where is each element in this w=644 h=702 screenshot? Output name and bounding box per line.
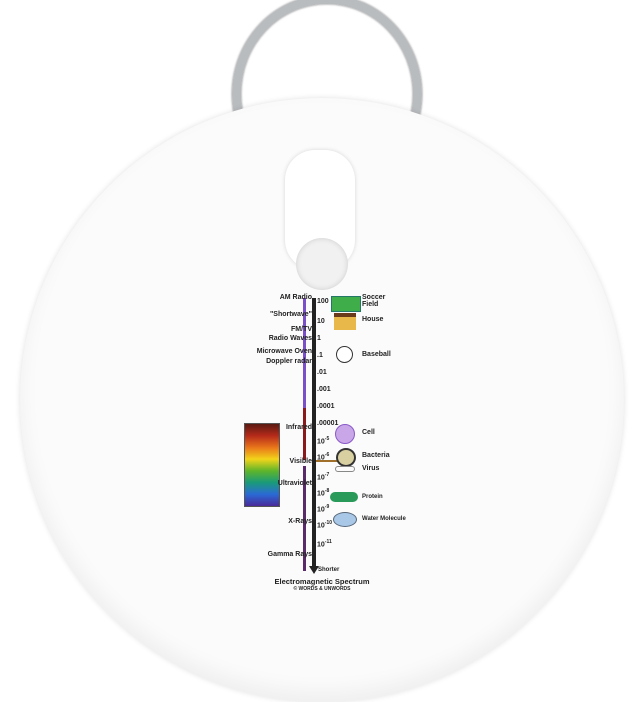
visible-spectrum-gradient	[244, 423, 280, 507]
tick-label: 10-10	[317, 520, 333, 530]
soccer-field-icon	[331, 296, 361, 312]
uv-xray-gamma-bracket	[303, 466, 306, 571]
label-fm-tv: FM/TV	[291, 326, 312, 333]
protein-icon	[330, 492, 358, 502]
label-soccer-field: Soccer Field	[362, 294, 386, 308]
label-shortwave: "Shortwave"	[269, 311, 312, 318]
label-x-rays: X-Rays	[288, 518, 312, 525]
label-cell: Cell	[362, 429, 375, 436]
tick-label: 1	[317, 335, 321, 342]
virus-icon	[335, 466, 355, 472]
house-icon	[334, 313, 356, 330]
label-house: House	[362, 316, 384, 323]
water-molecule-icon	[333, 512, 357, 527]
tick-label: 10-7	[317, 472, 330, 482]
wavelength-axis	[312, 298, 316, 568]
label-bacteria: Bacteria	[362, 452, 390, 459]
label-microwave-oven: Microwave Oven	[256, 348, 312, 355]
tick-label: .01	[317, 369, 327, 376]
infrared-bracket	[303, 408, 306, 460]
visible-marker	[316, 460, 346, 462]
baseball-icon	[336, 346, 353, 363]
radio-bracket	[303, 298, 306, 408]
axis-arrow-icon	[309, 566, 319, 574]
label-visible: Visible	[289, 458, 312, 465]
cell-icon	[335, 424, 355, 444]
copyright: © WORDS & UNWORDS	[293, 586, 351, 592]
label-ultraviolet: Ultraviolet	[277, 480, 312, 487]
label-radio-waves: Radio Waves	[268, 335, 312, 342]
tick-label: 10-8	[317, 488, 330, 498]
tick-label: 10-6	[317, 452, 330, 462]
label-protein: Protein	[362, 494, 383, 500]
shorter-label: Shorter	[318, 567, 340, 573]
label-water-molecule: Water Molecule	[362, 516, 406, 522]
tick-label: .1	[317, 352, 323, 359]
tick-label: .0001	[317, 403, 335, 410]
tick-label: 10-11	[317, 539, 332, 549]
label-virus: Virus	[362, 465, 380, 472]
label-doppler-radar: Doppler radar	[266, 358, 312, 365]
tick-label: 10-5	[317, 436, 330, 446]
label-am-radio: AM Radio	[279, 294, 312, 301]
label-baseball: Baseball	[362, 351, 391, 358]
label-gamma-rays: Gamma Rays	[267, 551, 312, 558]
tick-label: .00001	[317, 420, 339, 427]
tick-label: .001	[317, 386, 331, 393]
strap-rivet	[296, 238, 348, 290]
diagram-title: Electromagnetic Spectrum	[274, 577, 370, 586]
tick-label: 10-9	[317, 504, 330, 514]
label-infrared: Infrared	[285, 424, 312, 431]
tick-label: 100	[317, 298, 329, 305]
tick-label: 10	[317, 318, 325, 325]
bacteria-icon	[336, 448, 356, 467]
